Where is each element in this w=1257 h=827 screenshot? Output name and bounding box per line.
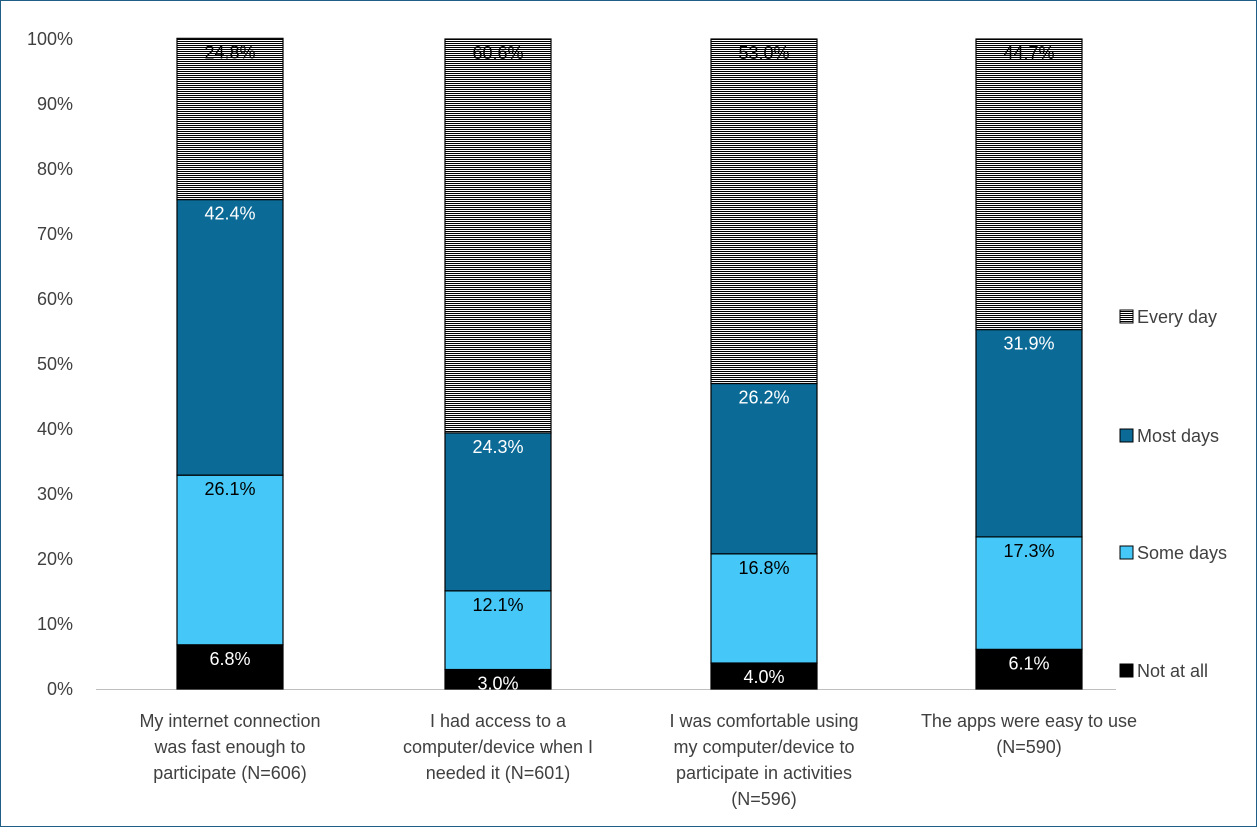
bar-segment-some-days — [975, 536, 1083, 650]
category-label: I was comfortable using — [669, 711, 858, 731]
bar-segment-most-days — [710, 382, 818, 555]
data-label: 53.0% — [738, 43, 789, 63]
data-label: 26.2% — [738, 388, 789, 408]
y-tick-label: 100% — [27, 29, 73, 49]
data-label: 24.3% — [472, 437, 523, 457]
category-label: my computer/device to — [673, 737, 854, 757]
data-label: 42.4% — [204, 204, 255, 224]
category-label: computer/device when I — [403, 737, 593, 757]
bar-segment-every-day — [975, 38, 1083, 331]
data-label: 24.8% — [204, 42, 255, 62]
y-tick-label: 60% — [37, 289, 73, 309]
bar-segment-some-days — [176, 474, 284, 646]
y-tick-label: 80% — [37, 159, 73, 179]
data-label: 6.8% — [209, 649, 250, 669]
bar-segment-most-days — [975, 328, 1083, 538]
y-tick-label: 10% — [37, 614, 73, 634]
bar-segment-most-days — [444, 432, 552, 592]
data-label: 12.1% — [472, 595, 523, 615]
data-label: 4.0% — [743, 667, 784, 687]
category-label: was fast enough to — [153, 737, 305, 757]
category-label: The apps were easy to use — [921, 711, 1137, 731]
y-tick-label: 40% — [37, 419, 73, 439]
legend-swatch-not-at-all — [1119, 663, 1134, 678]
legend-swatch-some-days — [1119, 545, 1134, 560]
bar-segment-every-day — [710, 38, 818, 385]
legend-label: Not at all — [1137, 661, 1208, 681]
legend-label: Every day — [1137, 307, 1217, 327]
y-tick-label: 0% — [47, 679, 73, 699]
data-label: 6.1% — [1008, 653, 1049, 673]
category-label: needed it (N=601) — [426, 763, 571, 783]
y-tick-label: 70% — [37, 224, 73, 244]
data-label: 31.9% — [1003, 334, 1054, 354]
category-label: participate (N=606) — [153, 763, 307, 783]
category-label: My internet connection — [139, 711, 320, 731]
data-label: 44.7% — [1003, 43, 1054, 63]
y-tick-label: 20% — [37, 549, 73, 569]
bar-segment-every-day — [176, 37, 284, 201]
y-tick-label: 50% — [37, 354, 73, 374]
category-label: (N=596) — [731, 789, 797, 809]
bar-segment-not-at-all — [710, 662, 818, 690]
category-label: participate in activities — [676, 763, 852, 783]
bar-segment-most-days — [176, 198, 284, 476]
bar-segment-every-day — [444, 38, 552, 434]
data-label: 3.0% — [477, 674, 518, 694]
data-label: 60.6% — [472, 43, 523, 63]
category-label: (N=590) — [996, 737, 1062, 757]
data-label: 26.1% — [204, 479, 255, 499]
bar-segment-not-at-all — [176, 644, 284, 690]
legend-swatch-every-day — [1119, 309, 1134, 324]
y-tick-label: 30% — [37, 484, 73, 504]
bar-segment-some-days — [710, 553, 818, 664]
legend-label: Most days — [1137, 426, 1219, 446]
category-label: I had access to a — [430, 711, 567, 731]
data-label: 17.3% — [1003, 541, 1054, 561]
legend-swatch-most-days — [1119, 428, 1134, 443]
legend-label: Some days — [1137, 543, 1227, 563]
bar-segment-not-at-all — [975, 648, 1083, 690]
bar-segment-some-days — [444, 590, 552, 671]
data-label: 16.8% — [738, 558, 789, 578]
y-tick-label: 90% — [37, 94, 73, 114]
